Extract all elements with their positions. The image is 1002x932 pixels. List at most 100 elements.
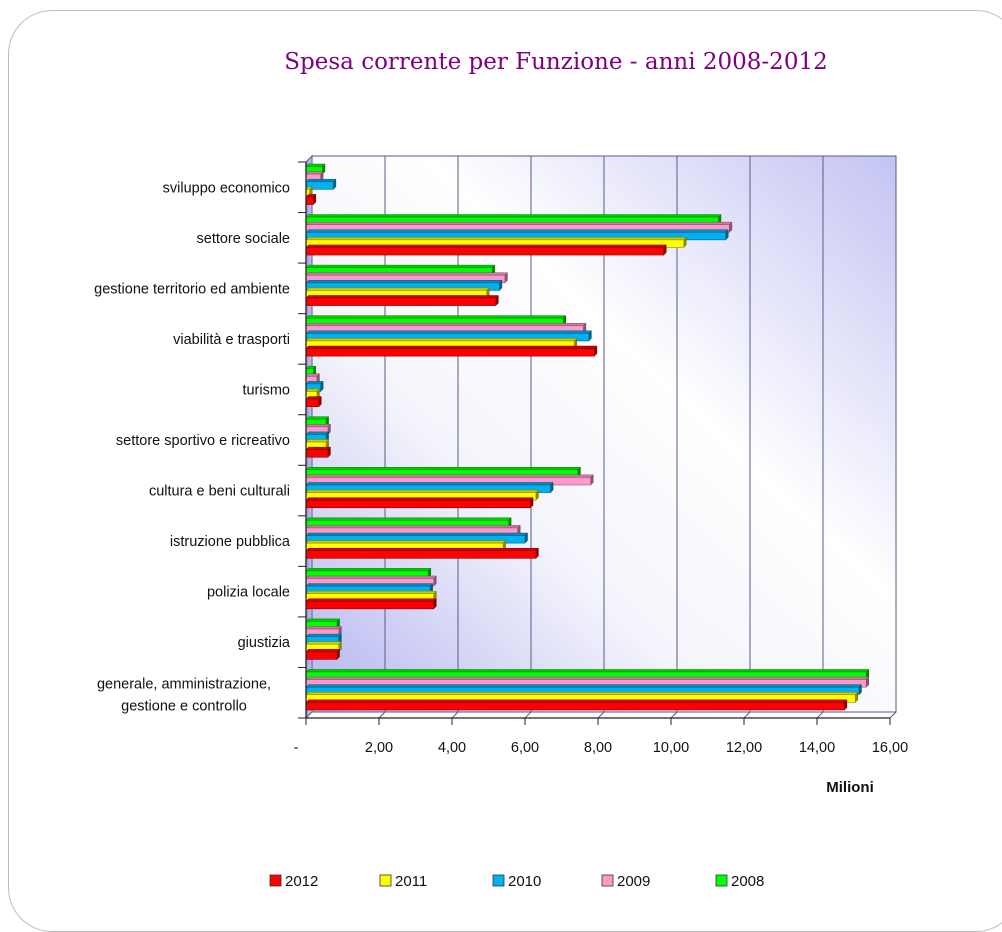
bar-top — [305, 163, 326, 167]
bar-top — [305, 547, 540, 551]
legend-swatch — [379, 874, 392, 887]
bar-top — [305, 497, 534, 501]
category-label: settore sociale — [197, 231, 291, 247]
bar-top — [305, 692, 859, 696]
x-tick-label: 10,00 — [653, 740, 689, 756]
bar-chart: Spesa corrente per Funzione - anni 2008-… — [94, 49, 908, 890]
bar-top — [305, 618, 341, 622]
category-label: giustizia — [238, 635, 291, 651]
gridline-floor — [524, 711, 532, 719]
bar-top — [305, 482, 554, 486]
legend-item: 2012 — [269, 873, 318, 890]
legend-swatch — [492, 874, 505, 887]
bar-top — [305, 467, 582, 471]
gridline-floor — [597, 711, 605, 719]
bar-top — [305, 669, 870, 673]
bar-top — [305, 532, 529, 536]
bar-top — [305, 517, 512, 521]
gridline-floor — [378, 711, 386, 719]
x-tick-label: 14,00 — [799, 740, 835, 756]
bar-2012 — [305, 297, 497, 306]
category-group — [305, 213, 733, 256]
bar-top — [305, 330, 592, 334]
bar-top — [305, 322, 587, 326]
bar-top — [305, 214, 722, 218]
bar-top — [305, 684, 863, 688]
bar-top — [305, 171, 324, 175]
legend-item: 2009 — [601, 873, 650, 890]
x-tick-label: 6,00 — [511, 740, 539, 756]
bar-top — [305, 221, 733, 225]
bar-top — [305, 676, 870, 680]
bar-top — [305, 489, 540, 493]
category-group — [305, 466, 594, 509]
legend-swatch — [269, 874, 282, 887]
legend-item: 2011 — [379, 873, 427, 890]
bar-2012 — [305, 398, 320, 407]
bar-top — [305, 598, 437, 602]
category-group — [305, 668, 870, 711]
gridline-floor — [670, 711, 678, 719]
bar-top — [305, 474, 594, 478]
chart-title: Spesa corrente per Funzione - anni 2008-… — [284, 49, 827, 75]
bar-top — [305, 237, 687, 241]
category-label: polizia locale — [207, 585, 290, 601]
bar-top — [305, 244, 667, 248]
gridline-floor — [816, 711, 824, 719]
bar-2012 — [305, 651, 338, 660]
x-tick-label: 2,00 — [365, 740, 393, 756]
category-group — [305, 365, 324, 408]
bar-top — [305, 649, 341, 653]
category-group — [305, 517, 540, 559]
bar-top — [305, 272, 509, 276]
x-tick-label: 4,00 — [438, 740, 466, 756]
bar-top — [305, 568, 432, 572]
x-axis-label: Milioni — [826, 779, 874, 796]
bar-top — [305, 590, 437, 594]
bar-top — [305, 633, 342, 637]
legend-swatch — [715, 874, 728, 887]
bar-top — [305, 424, 332, 428]
bar-2012 — [305, 348, 595, 357]
category-label: turismo — [242, 382, 290, 398]
legend-swatch — [601, 874, 614, 887]
x-tick-label: 12,00 — [726, 740, 762, 756]
bar-top — [305, 178, 337, 182]
x-tick-label: - — [294, 740, 299, 756]
bar-top — [305, 525, 521, 529]
x-tick-label: 16,00 — [872, 740, 908, 756]
bar-top — [305, 699, 848, 703]
bar-top — [305, 280, 503, 284]
bar-top — [305, 381, 324, 385]
legend-label: 2008 — [731, 873, 764, 890]
bar-top — [305, 295, 499, 299]
bar-top — [305, 540, 507, 544]
bar-2012 — [305, 449, 329, 458]
bar-2012 — [305, 196, 314, 205]
bar-top — [305, 264, 496, 268]
bar-top — [305, 583, 434, 587]
category-group — [305, 618, 342, 661]
category-label: generale, amministrazione, gestione e con… — [97, 677, 271, 715]
gridline-floor — [889, 711, 897, 719]
x-tick-label: 8,00 — [584, 740, 612, 756]
gridline-floor — [451, 711, 459, 719]
legend-item: 2008 — [715, 873, 764, 890]
legend-item: 2010 — [492, 873, 541, 890]
category-label: viabilità e trasporti — [173, 332, 290, 348]
bar-top — [305, 315, 567, 319]
bar-2012 — [305, 702, 845, 711]
bar-top — [305, 416, 330, 420]
category-group — [305, 315, 598, 357]
legend-label: 2010 — [508, 873, 541, 890]
category-label: sviluppo economico — [163, 180, 290, 196]
bar-top — [305, 287, 490, 291]
legend-label: 2009 — [617, 873, 650, 890]
bar-top — [305, 641, 342, 645]
bar-2012 — [305, 550, 537, 559]
bar-top — [305, 431, 330, 435]
category-group — [305, 264, 509, 307]
bar-top — [305, 229, 729, 233]
category-label: gestione territorio ed ambiente — [94, 281, 290, 297]
bar-top — [305, 446, 332, 450]
